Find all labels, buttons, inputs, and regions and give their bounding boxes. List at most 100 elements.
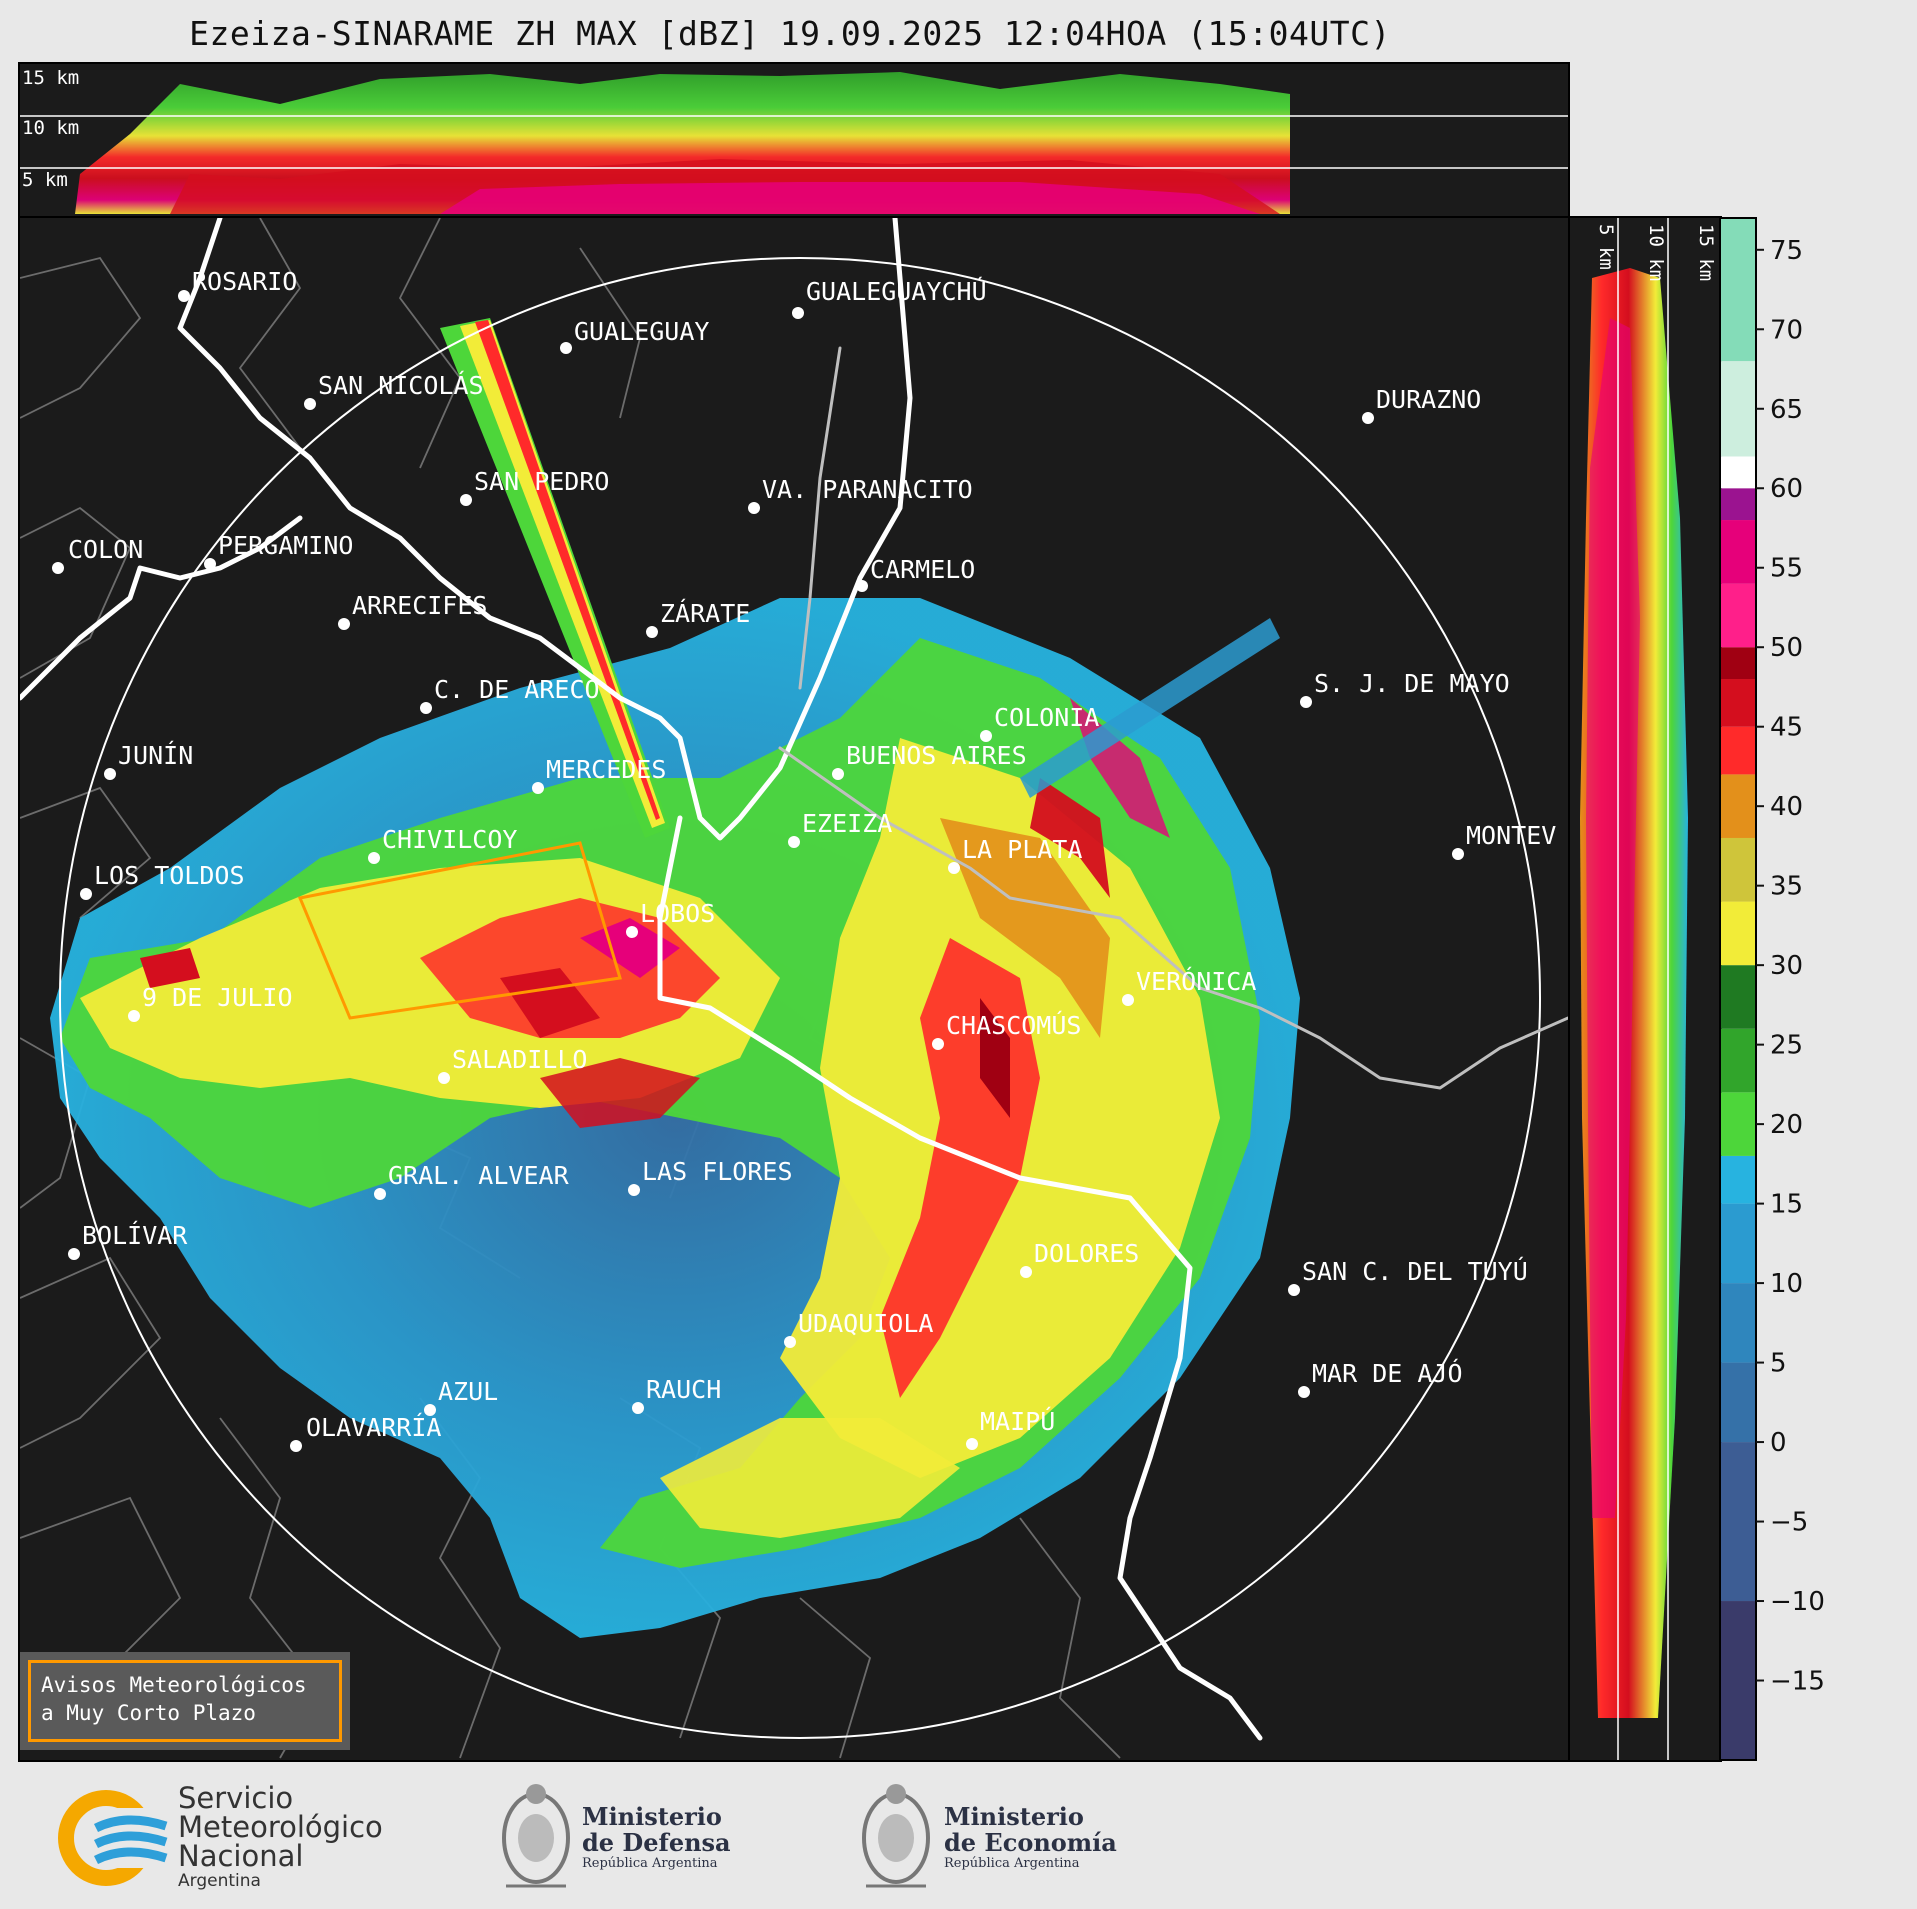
colorbar-tick-label: 50 bbox=[1770, 633, 1803, 663]
svg-text:SALADILLO: SALADILLO bbox=[452, 1045, 587, 1074]
city-las-flores: LAS FLORES bbox=[628, 1157, 793, 1196]
colorbar-bands bbox=[1720, 218, 1756, 1760]
city-arrecifes: ARRECIFES bbox=[338, 591, 487, 630]
footer-logos: Servicio Meteorológico Nacional Argentin… bbox=[0, 1764, 1917, 1909]
svg-text:MONTEV: MONTEV bbox=[1466, 821, 1556, 850]
city-lobos: LOBOS bbox=[626, 899, 715, 938]
colorbar-tick-label: −10 bbox=[1770, 1587, 1825, 1617]
svg-text:LA PLATA: LA PLATA bbox=[962, 835, 1082, 864]
svg-text:DOLORES: DOLORES bbox=[1034, 1239, 1139, 1268]
city-markers: ROSARIO GUALEGUAYCHÚ GUALEGUAY SAN NICOL… bbox=[52, 267, 1556, 1452]
svg-text:BUENOS AIRES: BUENOS AIRES bbox=[846, 741, 1027, 770]
city-gualeguay: GUALEGUAY bbox=[560, 317, 709, 354]
city-dolores: DOLORES bbox=[1020, 1239, 1139, 1278]
city-saladillo: SALADILLO bbox=[438, 1045, 587, 1084]
economia-name: Ministerio de Economía República Argenti… bbox=[944, 1804, 1117, 1872]
svg-text:LAS FLORES: LAS FLORES bbox=[642, 1157, 793, 1186]
colorbar-band bbox=[1720, 520, 1756, 584]
svg-text:ARRECIFES: ARRECIFES bbox=[352, 591, 487, 620]
side-cross-section-panel: 5 km 10 km 15 km bbox=[1568, 216, 1722, 1762]
colorbar-band bbox=[1720, 488, 1756, 521]
radar-map-panel: ROSARIO GUALEGUAYCHÚ GUALEGUAY SAN NICOL… bbox=[18, 216, 1570, 1762]
svg-text:ZÁRATE: ZÁRATE bbox=[660, 599, 750, 628]
city-9-de-julio: 9 DE JULIO bbox=[128, 983, 293, 1022]
svg-text:COLONIA: COLONIA bbox=[994, 703, 1099, 732]
chart-title: Ezeiza-SINARAME ZH MAX [dBZ] 19.09.2025 … bbox=[189, 14, 1391, 53]
svg-text:LOS TOLDOS: LOS TOLDOS bbox=[94, 861, 245, 890]
city-olavarria: OLAVARRÍA bbox=[290, 1413, 441, 1452]
svg-text:CARMELO: CARMELO bbox=[870, 555, 975, 584]
city-azul: AZUL bbox=[424, 1377, 498, 1416]
top-cross-section-panel: 15 km 10 km 5 km bbox=[18, 62, 1570, 218]
city-carmelo: CARMELO bbox=[856, 555, 975, 592]
svg-text:MAIPÚ: MAIPÚ bbox=[980, 1406, 1055, 1436]
city-chascomus: CHASCOMÚS bbox=[932, 1010, 1081, 1050]
colorbar-band bbox=[1720, 1442, 1756, 1602]
smn-line2: Meteorológico bbox=[178, 1810, 383, 1844]
svg-text:ROSARIO: ROSARIO bbox=[192, 267, 297, 296]
svg-text:AZUL: AZUL bbox=[438, 1377, 498, 1406]
colorbar-tick-label: 15 bbox=[1770, 1190, 1803, 1220]
radar-echoes bbox=[50, 318, 1300, 1638]
economia-line3: República Argentina bbox=[944, 1856, 1080, 1871]
city-gral-alvear: GRAL. ALVEAR bbox=[374, 1161, 570, 1200]
svg-text:MAR DE AJÓ: MAR DE AJÓ bbox=[1312, 1358, 1463, 1388]
city-durazno: DURAZNO bbox=[1362, 385, 1481, 424]
city-mercedes: MERCEDES bbox=[532, 755, 666, 794]
city-udaquiola: UDAQUIOLA bbox=[784, 1309, 933, 1348]
colorbar-tick-label: 35 bbox=[1770, 872, 1803, 902]
svg-text:SAN PEDRO: SAN PEDRO bbox=[474, 467, 609, 496]
colorbar-tick-label: 55 bbox=[1770, 554, 1803, 584]
svg-text:VERÓNICA: VERÓNICA bbox=[1136, 966, 1256, 996]
colorbar-band bbox=[1720, 837, 1756, 902]
colorbar-tick-label: 25 bbox=[1770, 1031, 1803, 1061]
svg-text:MERCEDES: MERCEDES bbox=[546, 755, 666, 784]
city-veronica: VERÓNICA bbox=[1122, 966, 1256, 1006]
city-ezeiza: EZEIZA bbox=[788, 809, 892, 848]
smn-line1: Servicio bbox=[178, 1781, 294, 1815]
warning-polygon[interactable] bbox=[297, 841, 622, 1020]
svg-text:GUALEGUAYCHÚ: GUALEGUAYCHÚ bbox=[806, 276, 987, 306]
colorbar-tick-label: 5 bbox=[1770, 1349, 1787, 1379]
side-cross-section-svg: 5 km 10 km 15 km bbox=[1580, 218, 1717, 1760]
city-c-de-areco: C. DE ARECO bbox=[420, 675, 600, 714]
colorbar-band bbox=[1720, 361, 1756, 457]
city-gualeguaychu: GUALEGUAYCHÚ bbox=[792, 276, 987, 319]
city-san-pedro: SAN PEDRO bbox=[460, 467, 609, 506]
city-junin: JUNÍN bbox=[104, 741, 193, 780]
warning-legend-frame: Avisos Meteorológicos a Muy Corto Plazo bbox=[28, 1660, 342, 1742]
colorbar-band bbox=[1720, 901, 1756, 966]
colorbar-band bbox=[1720, 679, 1756, 727]
defensa-line2: de Defensa bbox=[582, 1828, 731, 1857]
svg-text:9 DE JULIO: 9 DE JULIO bbox=[142, 983, 293, 1012]
colorbar-band bbox=[1720, 1283, 1756, 1363]
svg-text:RAUCH: RAUCH bbox=[646, 1375, 721, 1404]
city-rauch: RAUCH bbox=[632, 1375, 721, 1414]
warning-legend-line1: Avisos Meteorológicos bbox=[41, 1673, 307, 1697]
svg-text:DURAZNO: DURAZNO bbox=[1376, 385, 1481, 414]
smn-line4: Argentina bbox=[178, 1871, 261, 1891]
svg-text:SAN C. DEL TUYÚ: SAN C. DEL TUYÚ bbox=[1302, 1256, 1528, 1286]
svg-text:C. DE ARECO: C. DE ARECO bbox=[434, 675, 600, 704]
warning-legend[interactable]: Avisos Meteorológicos a Muy Corto Plazo bbox=[20, 1652, 350, 1750]
svg-text:EZEIZA: EZEIZA bbox=[802, 809, 892, 838]
svg-text:PERGAMINO: PERGAMINO bbox=[218, 531, 353, 560]
colorbar-tick-label: 30 bbox=[1770, 951, 1803, 981]
svg-text:VA. PARANACITO: VA. PARANACITO bbox=[762, 475, 973, 504]
city-rosario: ROSARIO bbox=[178, 267, 297, 302]
defensa-coat-of-arms-icon bbox=[502, 1784, 570, 1888]
city-la-plata: LA PLATA bbox=[948, 835, 1082, 874]
city-los-toldos: LOS TOLDOS bbox=[80, 861, 245, 900]
side-label-10km: 10 km bbox=[1645, 224, 1667, 281]
colorbar-band bbox=[1720, 1155, 1756, 1204]
city-montev: MONTEV bbox=[1452, 821, 1556, 860]
svg-text:CHASCOMÚS: CHASCOMÚS bbox=[946, 1010, 1081, 1040]
colorbar-tick-label: 60 bbox=[1770, 474, 1803, 504]
colorbar-tick-label: 70 bbox=[1770, 315, 1803, 345]
smn-line3: Nacional bbox=[178, 1839, 304, 1873]
city-sj-de-mayo: S. J. DE MAYO bbox=[1300, 669, 1510, 708]
defensa-line1: Ministerio bbox=[582, 1802, 722, 1831]
colorbar-tick-label: −15 bbox=[1770, 1667, 1825, 1697]
defensa-name: Ministerio de Defensa República Argentin… bbox=[582, 1802, 731, 1872]
